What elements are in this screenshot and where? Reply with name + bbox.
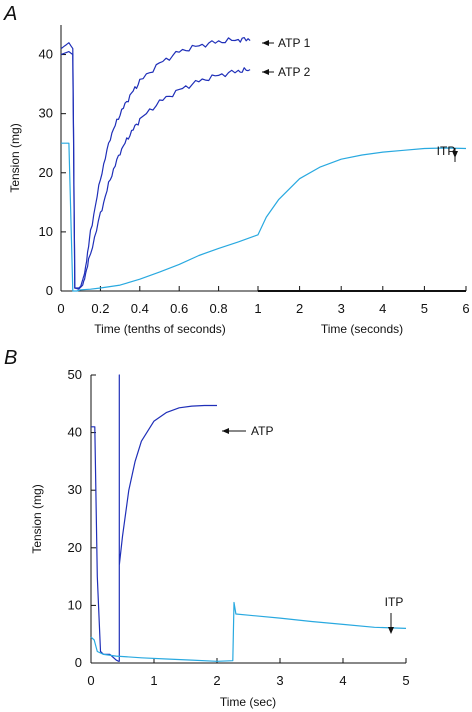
panel-a-x-tick-label: 5 <box>421 301 428 316</box>
annotation-atp1: ATP 1 <box>278 36 311 50</box>
annotation-atp-b: ATP <box>251 424 273 438</box>
annotation-arrowhead-atp1 <box>262 40 269 46</box>
panel-b-y-ticks: 0 10 20 30 40 50 <box>68 367 96 670</box>
panel-a-series-atp-2 <box>60 51 251 290</box>
panel-b: B 0 10 20 30 40 50 0 1 2 3 4 5 Tension (mg) Time (… <box>4 347 410 709</box>
annotation-arrowhead-atp2 <box>262 69 269 75</box>
panel-b-x-axis-title: Time (sec) <box>220 695 276 709</box>
panel-b-y-tick-label: 40 <box>68 425 82 440</box>
panel-a-letter: A <box>3 3 17 25</box>
panel-a-series-itp <box>61 142 467 292</box>
panel-a-x-tick-label: 6 <box>462 301 469 316</box>
panel-a-x-axis-title-seconds: Time (seconds) <box>321 322 403 336</box>
panel-a-y-tick-label: 30 <box>39 106 53 121</box>
panel-b-y-tick-label: 20 <box>68 540 82 555</box>
panel-a-x-tick-label: 0 <box>57 301 64 316</box>
panel-a-y-tick-label: 0 <box>46 283 53 298</box>
panel-a-x-tick-label: 0.2 <box>91 301 109 316</box>
panel-a-x-tick-label: 2 <box>296 301 303 316</box>
annotation-itp-b: ITP <box>385 595 404 609</box>
annotation-atp2: ATP 2 <box>278 65 311 79</box>
annotation-arrowhead-atp-b <box>222 428 229 434</box>
panel-b-y-tick-label: 50 <box>68 367 82 382</box>
panel-b-letter: B <box>4 347 17 369</box>
panel-a-x-tick-label: 0.8 <box>210 301 228 316</box>
annotation-itp-a: ITP <box>437 144 456 158</box>
panel-a-y-ticks: 0 10 20 30 40 <box>39 47 66 298</box>
panel-a: A 0 10 20 30 40 0 0.2 0.4 0.6 0.8 1 2 3 4 5 6 Tension … <box>3 3 470 336</box>
panel-a-y-tick-label: 20 <box>39 165 53 180</box>
panel-b-y-tick-label: 10 <box>68 597 82 612</box>
panel-a-x-tick-label: 3 <box>338 301 345 316</box>
panel-a-y-tick-label: 40 <box>39 47 53 62</box>
panel-b-series <box>90 374 407 662</box>
panel-b-x-tick-label: 0 <box>87 673 94 688</box>
panel-a-x-ticks: 0 0.2 0.4 0.6 0.8 1 2 3 4 5 6 <box>57 286 470 316</box>
panel-a-x-tick-label: 0.6 <box>170 301 188 316</box>
panel-a-x-axis-title-tenths: Time (tenths of seconds) <box>94 322 226 336</box>
panel-b-series-atp <box>91 374 217 662</box>
panel-a-x-tick-label: 0.4 <box>131 301 149 316</box>
panel-b-x-tick-label: 3 <box>276 673 283 688</box>
panel-a-series-atp-1 <box>60 37 251 289</box>
panel-a-x-tick-label: 4 <box>379 301 386 316</box>
annotation-arrowhead-itp-a <box>452 151 458 158</box>
panel-b-series-itp <box>90 601 407 662</box>
panel-b-y-tick-label: 0 <box>75 655 82 670</box>
panel-b-x-tick-label: 1 <box>150 673 157 688</box>
panel-b-x-tick-label: 5 <box>402 673 409 688</box>
panel-a-series <box>60 37 467 292</box>
annotation-arrowhead-itp-b <box>388 627 394 634</box>
panel-b-x-tick-label: 4 <box>339 673 346 688</box>
panel-b-x-ticks: 0 1 2 3 4 5 <box>87 658 410 688</box>
panel-b-y-axis-title: Tension (mg) <box>30 484 44 553</box>
panel-b-y-tick-label: 30 <box>68 482 82 497</box>
panel-a-y-axis-title: Tension (mg) <box>8 123 22 192</box>
panel-a-y-tick-label: 10 <box>39 224 53 239</box>
panel-a-x-tick-label: 1 <box>254 301 261 316</box>
panel-b-x-tick-label: 2 <box>213 673 220 688</box>
